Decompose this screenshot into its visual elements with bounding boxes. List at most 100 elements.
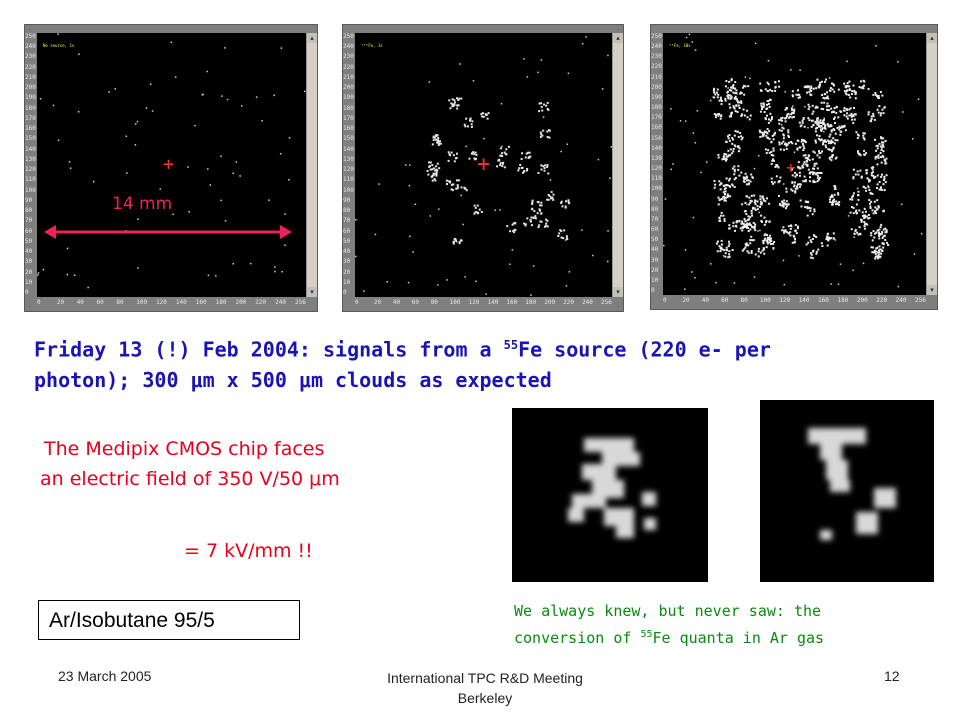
hit-pixel xyxy=(880,146,883,149)
scrollbar[interactable]: ▴ ▾ xyxy=(306,33,317,297)
hit-pixel xyxy=(720,99,723,102)
hit-pixel xyxy=(546,101,549,104)
y-tick-label: 80 xyxy=(343,207,351,215)
hit-pixel xyxy=(733,178,736,181)
hit-pixel xyxy=(758,154,760,157)
hit-pixel xyxy=(679,119,682,122)
hit-pixel xyxy=(502,161,505,164)
hit-pixel xyxy=(802,163,805,166)
hit-pixel xyxy=(797,96,800,99)
hit-pixel xyxy=(803,140,806,143)
hit-pixel xyxy=(798,185,801,188)
hit-pixel xyxy=(754,42,757,45)
hit-pixel xyxy=(501,155,504,158)
hit-pixel xyxy=(884,227,887,230)
hit-pixel xyxy=(718,180,721,183)
hit-pixel xyxy=(849,211,852,214)
hit-pixel xyxy=(780,129,783,132)
hit-pixel xyxy=(786,113,789,116)
y-tick-label: 130 xyxy=(651,154,662,162)
hit-pixel xyxy=(852,206,855,209)
hit-pixel xyxy=(747,183,750,186)
hit-pixel xyxy=(885,230,888,233)
hit-pixel xyxy=(456,184,459,187)
scroll-down-icon[interactable]: ▾ xyxy=(927,285,937,295)
hit-pixel xyxy=(790,188,793,191)
hit-pixel xyxy=(823,123,826,126)
hit-pixel xyxy=(874,252,877,255)
x-tick-label: 80 xyxy=(740,297,748,304)
hit-pixel xyxy=(785,200,788,203)
hit-pixel xyxy=(882,141,885,144)
hit-pixel xyxy=(869,119,872,122)
hit-pixel xyxy=(862,134,865,137)
hit-pixel xyxy=(754,229,757,232)
hit-pixel xyxy=(433,178,436,181)
cloud-blob xyxy=(856,512,878,534)
hit-pixel xyxy=(536,212,539,215)
hit-pixel xyxy=(534,215,537,218)
hit-pixel xyxy=(826,244,829,247)
hit-pixel xyxy=(806,200,809,203)
hit-pixel xyxy=(819,119,822,122)
hit-pixel xyxy=(794,175,797,178)
hit-pixel xyxy=(760,214,763,217)
scroll-down-icon[interactable]: ▾ xyxy=(613,287,623,297)
y-axis: 250 240 230 220 210 200 190 180 170 160 150 140 130 1… xyxy=(651,33,663,295)
hit-pixel xyxy=(848,80,851,83)
hit-pixel xyxy=(830,130,833,133)
hit-pixel xyxy=(729,89,732,92)
hit-pixel xyxy=(794,187,797,190)
scrollbar[interactable]: ▴ ▾ xyxy=(926,33,937,295)
hit-pixel xyxy=(546,219,549,222)
hit-pixel xyxy=(747,251,750,254)
hit-pixel xyxy=(731,183,734,186)
hit-pixel xyxy=(355,219,357,221)
hit-pixel xyxy=(732,87,735,90)
hit-pixel xyxy=(825,96,828,99)
x-tick-label: 180 xyxy=(525,299,537,306)
hit-pixel xyxy=(870,234,873,237)
hit-pixel xyxy=(820,128,823,131)
scroll-up-icon[interactable]: ▴ xyxy=(927,33,937,43)
cloud-blob xyxy=(584,438,634,452)
hit-pixel xyxy=(450,188,453,191)
hit-pixel xyxy=(730,112,733,115)
scroll-up-icon[interactable]: ▴ xyxy=(613,33,623,43)
hit-pixel xyxy=(832,201,835,204)
scroll-down-icon[interactable]: ▾ xyxy=(307,287,317,297)
hit-pixel xyxy=(733,165,736,168)
hit-pixel xyxy=(789,234,792,237)
hit-pixel xyxy=(831,141,834,144)
hit-pixel xyxy=(812,110,815,113)
hit-pixel xyxy=(834,132,837,135)
hit-pixel xyxy=(768,220,771,223)
hit-pixel xyxy=(809,252,812,255)
hit-pixel xyxy=(429,161,432,164)
cloud-blob xyxy=(568,508,584,522)
hit-pixel xyxy=(481,115,484,118)
hit-pixel xyxy=(717,196,720,199)
hit-pixel xyxy=(499,164,502,167)
hit-pixel xyxy=(870,117,873,120)
plot-tag: ⁵⁵Fe, 10s xyxy=(669,43,691,48)
hit-pixel xyxy=(445,179,448,182)
y-tick-label: 220 xyxy=(343,63,354,71)
hit-pixel xyxy=(815,236,818,239)
hit-pixel xyxy=(790,140,793,143)
hit-pixel xyxy=(747,179,750,182)
hit-pixel xyxy=(114,88,117,90)
hit-pixel xyxy=(514,222,517,225)
hit-pixel xyxy=(796,183,799,186)
hit-pixel xyxy=(520,157,523,160)
hit-pixel xyxy=(779,203,782,206)
hit-pixel xyxy=(466,125,469,128)
hit-pixel xyxy=(513,231,516,234)
hit-pixel xyxy=(438,140,441,143)
hit-pixel xyxy=(405,164,407,166)
hit-pixel xyxy=(763,111,766,114)
scroll-up-icon[interactable]: ▴ xyxy=(307,33,317,43)
scrollbar[interactable]: ▴ ▾ xyxy=(612,33,623,297)
hit-pixel xyxy=(827,109,830,112)
hit-pixel xyxy=(746,250,749,253)
